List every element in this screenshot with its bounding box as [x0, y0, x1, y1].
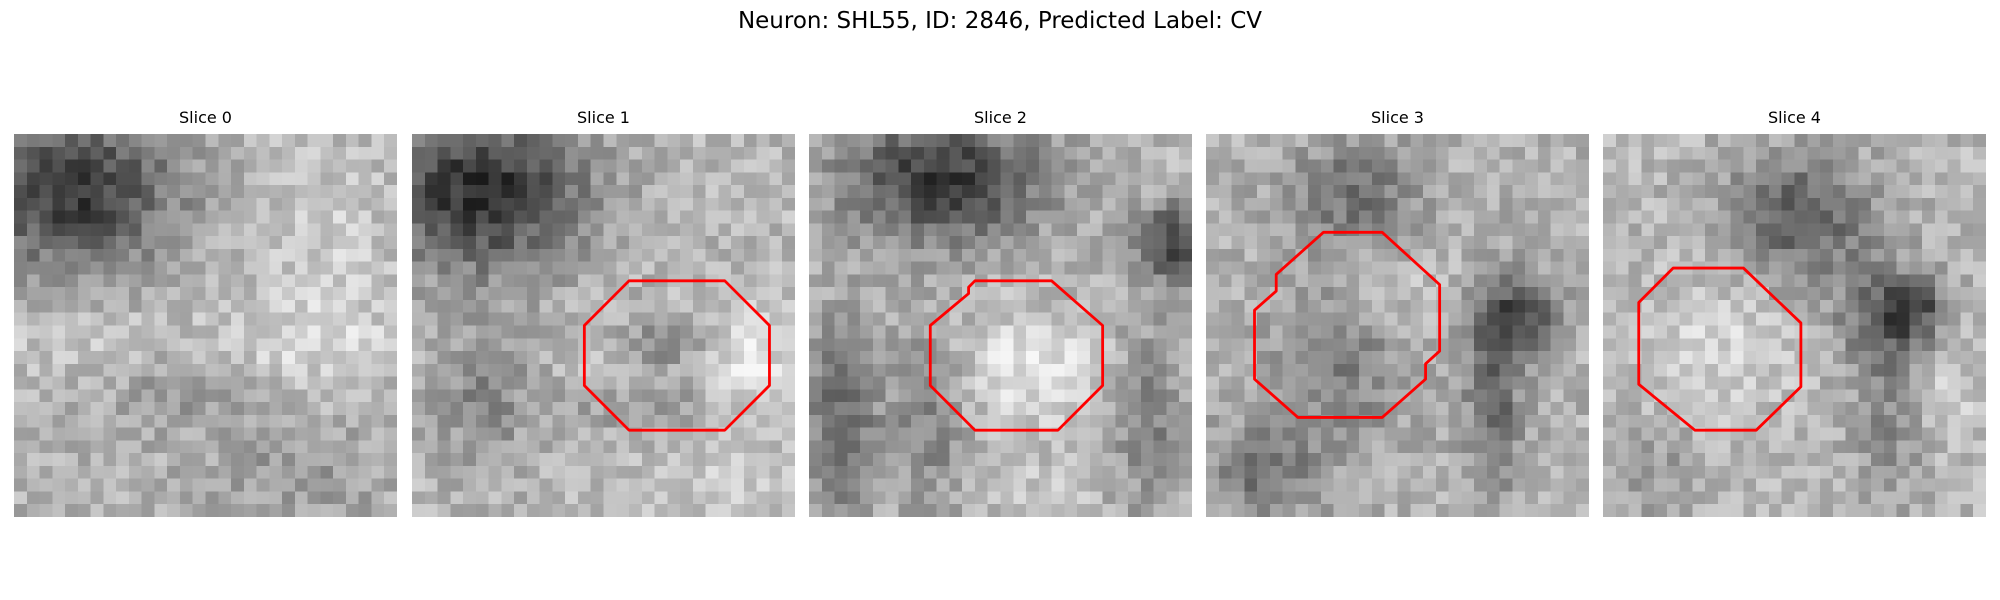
slice-title: Slice 4 — [1768, 108, 1821, 127]
figure-title: Neuron: SHL55, ID: 2846, Predicted Label… — [737, 8, 1263, 34]
slice-image — [809, 134, 1192, 517]
slice-title: Slice 0 — [179, 108, 232, 127]
roi-outline — [1637, 266, 1803, 432]
slice-image — [1603, 134, 1986, 517]
roi-outline — [1253, 230, 1442, 419]
slice-image — [14, 134, 397, 517]
slice-title: Slice 3 — [1371, 108, 1424, 127]
slice-title: Slice 1 — [577, 108, 630, 127]
slice-title: Slice 2 — [974, 108, 1027, 127]
roi-outline — [582, 279, 771, 432]
roi-outline — [928, 279, 1105, 432]
slice-image — [412, 134, 795, 517]
slice-image — [1206, 134, 1589, 517]
